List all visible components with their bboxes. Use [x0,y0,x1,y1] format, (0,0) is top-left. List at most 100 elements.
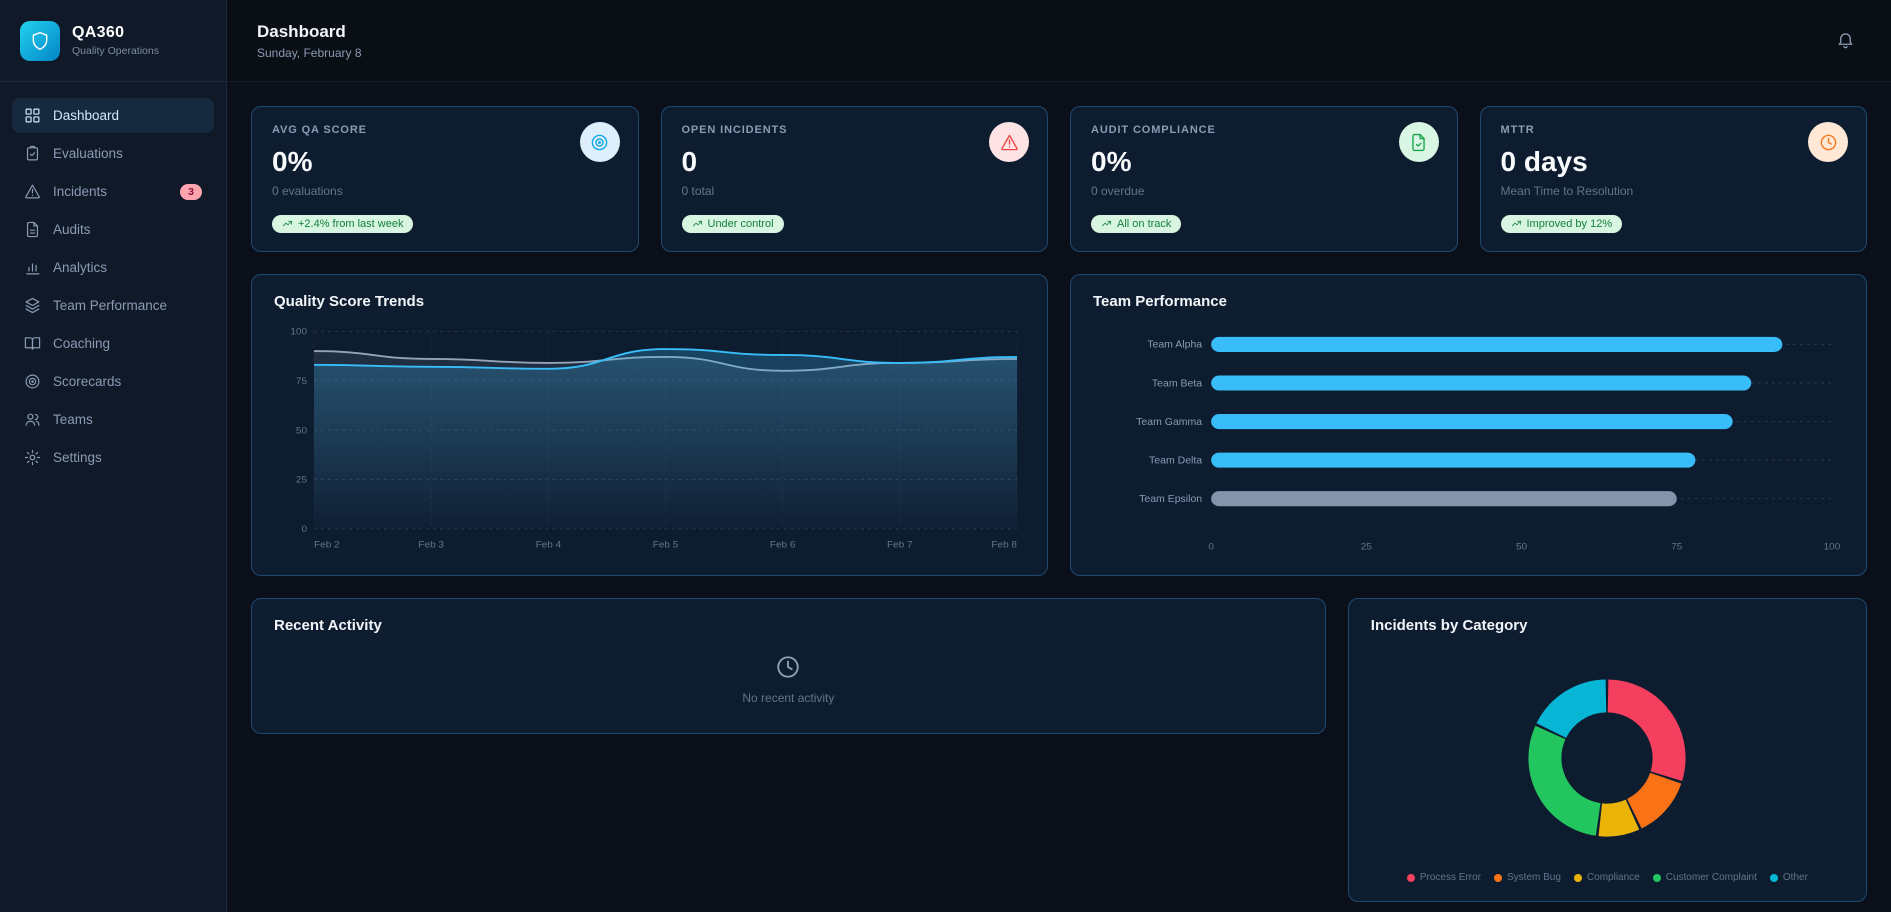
incidents-by-category-card: Incidents by Category Process Error Syste… [1347,598,1867,902]
team-performance-card: Team Performance Team Alpha Team Beta Team… [1070,274,1867,576]
team-performance-chart: Team Alpha Team Beta Team Gamma Team Delta T… [1136,336,1841,553]
x-tick-label: Feb 2 [314,540,340,551]
legend-dot [1573,873,1582,882]
x-tick-label: Feb 5 [653,540,679,551]
sidebar-item-dashboard[interactable]: Dashboard [12,98,214,133]
kpi-subtext: 0 overdue [1091,184,1145,198]
sidebar-item-label: Scorecards [53,374,122,389]
legend-dot [1769,873,1778,882]
charts-row: Quality Score Trends Feb 2 Feb 3 Feb 4 Feb … [251,274,1867,576]
kpi-subtext: 0 evaluations [272,184,343,198]
sidebar-item-label: Evaluations [53,146,123,161]
app-logo: QA360 Quality Operations [0,0,226,82]
y-tick-label: 50 [296,426,308,437]
sidebar-item-label: Settings [53,450,102,465]
x-tick-label: Feb 7 [887,540,913,551]
main-area: Dashboard Sunday, February 8 AVG QA SCOR… [227,0,1891,912]
trend-up-icon [1101,218,1112,229]
warning-icon [24,183,41,200]
chart-icon [24,259,41,276]
chart-title: Team Performance [1093,293,1227,310]
bell-icon [1836,30,1855,52]
kpi-value: 0 [681,146,698,177]
layers-icon [24,297,41,314]
bar-label: Team Alpha [1147,340,1202,351]
sidebar-item-label: Analytics [53,260,108,275]
sidebar-item-team-performance[interactable]: Team Performance [12,288,214,323]
legend-item-process-error: Process Error [1406,872,1481,883]
y-tick-label: 75 [296,376,307,387]
clock-icon [775,654,801,683]
section-title: Recent Activity [274,617,382,634]
sidebar-item-teams[interactable]: Teams [12,402,214,437]
doc-check-icon [1398,122,1439,162]
donut-legend: Process Error System Bug Compliance Custome… [1371,872,1844,883]
area-fill [314,349,1017,529]
sidebar: QA360 Quality Operations Dashboard Evalu… [0,0,227,912]
kpi-badge: +2.4% from last week [272,214,414,233]
x-tick-label: 100 [1824,542,1841,553]
sidebar-item-scorecards[interactable]: Scorecards [12,364,214,399]
kpi-label: MTTR [1500,124,1535,136]
x-tick-label: Feb 6 [770,540,796,551]
sidebar-item-label: Coaching [53,336,111,351]
kpi-badge-row: All on track [1091,214,1437,235]
legend-dot [1406,873,1415,882]
x-tick-label: 75 [1671,542,1682,553]
bar-label: Team Delta [1149,456,1202,467]
bar-team-gamma [1211,414,1733,430]
x-tick-label: 25 [1361,542,1372,553]
sidebar-item-label: Team Performance [53,298,168,313]
sidebar-item-label: Audits [53,222,91,237]
kpi-label: OPEN INCIDENTS [681,124,788,136]
sidebar-item-coaching[interactable]: Coaching [12,326,214,361]
sidebar-item-label: Dashboard [53,108,120,123]
kpi-card-open-incidents: OPEN INCIDENTS 0 0 total Under control [660,106,1048,252]
gear-icon [24,449,41,466]
page-header: Dashboard Sunday, February 8 [227,0,1891,82]
donut-segment-other [1536,679,1608,739]
legend-dot [1494,873,1502,882]
app-tagline: Quality Operations [72,45,159,57]
kpi-card-avg-qa-score: AVG QA SCORE 0% 0 evaluations +2.4% from… [251,106,639,252]
bottom-row: Recent Activity No recent activity Incid… [251,598,1867,902]
x-tick-label: Feb 4 [536,540,562,551]
kpi-label: AVG QA SCORE [272,124,367,136]
kpi-grid: AVG QA SCORE 0% 0 evaluations +2.4% from… [251,106,1867,252]
grid-icon [24,107,41,124]
doc-icon [24,221,41,238]
warning-icon [989,122,1029,162]
donut-segment-compliance [1598,799,1640,837]
sidebar-item-incidents[interactable]: Incidents 3 [12,174,214,209]
kpi-value: 0% [272,146,313,177]
sidebar-item-settings[interactable]: Settings [12,440,214,475]
app-title-block: QA360 Quality Operations [72,24,159,57]
bar-label: Team Epsilon [1139,494,1202,505]
kpi-label: AUDIT COMPLIANCE [1091,124,1216,136]
donut-chart-body [1371,644,1844,872]
kpi-badge-row: Improved by 12% [1500,214,1847,235]
app-name: QA360 [72,24,125,41]
line-series-1 [314,348,1017,370]
sidebar-nav: Dashboard Evaluations Incidents 3 Audits… [0,82,226,491]
sidebar-item-audits[interactable]: Audits [12,212,214,247]
notifications-button[interactable] [1830,24,1861,58]
users-icon [24,411,41,428]
target-icon [579,122,620,162]
dashboard-content: AVG QA SCORE 0% 0 evaluations +2.4% from… [227,82,1891,912]
clock-icon [1808,122,1848,162]
trend-up-icon [282,218,293,229]
kpi-badge: All on track [1091,214,1182,233]
bar-label: Team Beta [1152,379,1203,390]
sidebar-item-label: Teams [53,412,93,427]
bar-team-epsilon [1211,491,1677,507]
kpi-value: 0% [1091,146,1132,177]
header-date: Sunday, February 8 [257,45,362,60]
sidebar-item-analytics[interactable]: Analytics [12,250,214,285]
legend-dot [1652,873,1661,882]
y-tick-label: 0 [301,524,307,535]
sidebar-item-evaluations[interactable]: Evaluations [12,136,214,171]
x-tick-label: 0 [1208,542,1214,553]
y-tick-label: 100 [290,327,307,338]
x-tick-label: Feb 8 [991,540,1017,551]
